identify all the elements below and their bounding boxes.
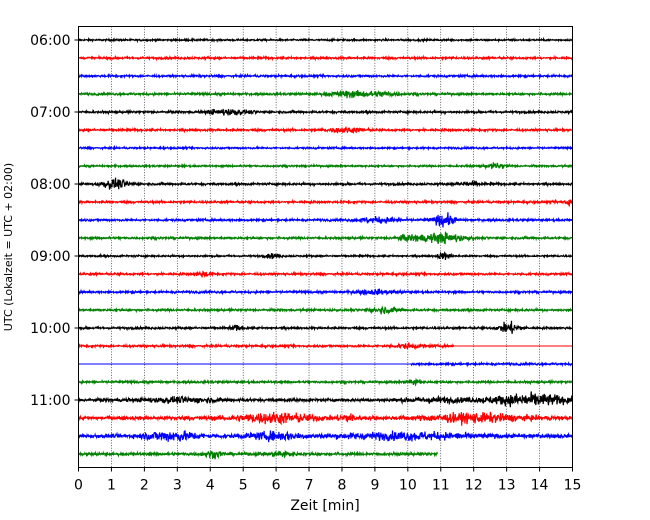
x-axis-label: Zeit [min] — [290, 498, 359, 514]
trace-10:15 — [77, 342, 455, 351]
x-tick-label-13: 13 — [498, 478, 516, 494]
trace-07:15 — [77, 126, 574, 134]
trace-08:45 — [77, 231, 573, 245]
x-tick-label-0: 0 — [74, 478, 83, 494]
x-tick-label-4: 4 — [206, 478, 215, 494]
seismogram-traces — [77, 36, 574, 460]
plot-frame — [78, 26, 573, 468]
trace-09:15 — [78, 270, 573, 279]
trace-07:30 — [77, 144, 573, 152]
trace-10:45 — [78, 377, 573, 387]
trace-06:30 — [77, 72, 573, 80]
x-tick-label-9: 9 — [370, 478, 379, 494]
y-tick-label-07:00: 07:00 — [30, 105, 70, 121]
x-tick-label-8: 8 — [338, 478, 347, 494]
y-tick-label-10:00: 10:00 — [30, 321, 70, 337]
y-axis-label: UTC (Lokalzeit = UTC + 02:00) — [2, 163, 15, 331]
x-tick-label-3: 3 — [173, 478, 182, 494]
trace-07:45 — [77, 162, 574, 171]
x-axis-ticks: 0 1 2 3 4 5 6 7 8 9 10 11 12 13 14 15 — [74, 467, 582, 494]
trace-10:30 — [410, 360, 574, 368]
y-axis-ticks: 06:00 07:00 08:00 09:00 10:00 11:00 — [30, 33, 79, 409]
trace-11:00 — [78, 391, 573, 408]
trace-11:45 — [78, 449, 439, 460]
trace-06:15 — [77, 54, 574, 62]
trace-11:15 — [77, 411, 574, 426]
x-tick-label-11: 11 — [432, 478, 450, 494]
x-tick-label-15: 15 — [564, 478, 582, 494]
trace-09:00 — [78, 251, 573, 261]
grid-lines — [111, 26, 540, 468]
trace-08:30 — [78, 212, 573, 228]
trace-09:30 — [78, 288, 573, 297]
x-tick-label-2: 2 — [140, 478, 149, 494]
trace-06:00 — [78, 36, 574, 44]
trace-06:45 — [78, 89, 574, 99]
x-tick-label-10: 10 — [399, 478, 417, 494]
x-tick-label-14: 14 — [531, 478, 549, 494]
y-tick-label-06:00: 06:00 — [30, 33, 70, 49]
x-tick-label-6: 6 — [272, 478, 281, 494]
x-tick-label-12: 12 — [465, 478, 483, 494]
y-tick-label-09:00: 09:00 — [30, 249, 70, 265]
trace-10:00 — [77, 320, 573, 334]
y-tick-label-11:00: 11:00 — [30, 393, 70, 409]
trace-09:45 — [77, 305, 573, 315]
x-tick-label-1: 1 — [107, 478, 116, 494]
trace-08:15 — [77, 198, 574, 207]
trace-08:00 — [77, 177, 573, 190]
x-tick-label-7: 7 — [305, 478, 314, 494]
trace-07:00 — [77, 108, 573, 116]
y-tick-label-08:00: 08:00 — [30, 177, 70, 193]
trace-11:30 — [77, 430, 574, 443]
x-tick-label-5: 5 — [239, 478, 248, 494]
